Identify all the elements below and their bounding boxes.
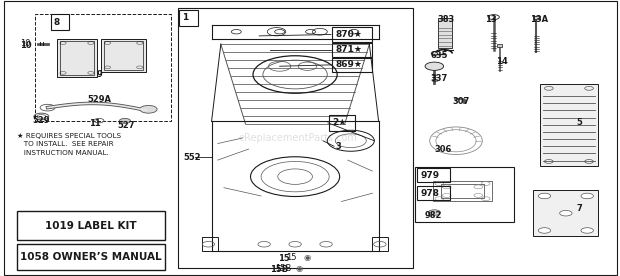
Text: 529A: 529A <box>88 95 112 104</box>
Text: 383: 383 <box>438 15 454 24</box>
Bar <box>17 244 165 270</box>
Bar <box>105 41 143 70</box>
Text: 7: 7 <box>577 204 582 213</box>
Bar <box>17 211 165 240</box>
Text: 5: 5 <box>577 118 583 127</box>
Bar <box>329 115 355 131</box>
Bar <box>433 181 492 201</box>
Bar <box>417 186 450 200</box>
Text: 1058 OWNER’S MANUAL: 1058 OWNER’S MANUAL <box>20 252 162 262</box>
Bar <box>497 44 502 47</box>
Bar <box>177 8 413 268</box>
Text: 15B: 15B <box>270 265 288 274</box>
Text: 871★: 871★ <box>335 45 362 54</box>
Text: 870★: 870★ <box>335 30 362 39</box>
Circle shape <box>119 118 130 123</box>
Text: 527: 527 <box>117 121 135 130</box>
Text: 552: 552 <box>184 153 202 162</box>
Text: 13: 13 <box>485 15 497 24</box>
Text: 2★: 2★ <box>332 118 347 127</box>
Text: 14: 14 <box>496 57 508 66</box>
Text: 635: 635 <box>430 51 448 60</box>
Text: ★ REQUIRES SPECIAL TOOLS
   TO INSTALL.  SEE REPAIR
   INSTRUCTION MANUAL.: ★ REQUIRES SPECIAL TOOLS TO INSTALL. SEE… <box>17 132 121 156</box>
Bar <box>415 167 513 222</box>
Circle shape <box>425 62 444 70</box>
Bar <box>332 27 372 42</box>
Bar <box>441 184 484 198</box>
Circle shape <box>538 228 551 233</box>
Bar <box>179 10 198 26</box>
Bar <box>51 14 69 30</box>
Circle shape <box>560 210 572 216</box>
Text: 15: 15 <box>278 254 290 262</box>
Text: 337: 337 <box>430 74 447 83</box>
Text: 3: 3 <box>335 142 341 151</box>
Text: 306: 306 <box>435 145 452 153</box>
Bar <box>35 14 171 121</box>
Text: 15B: 15B <box>275 264 291 273</box>
Text: ◉: ◉ <box>303 253 311 262</box>
Text: 10: 10 <box>20 41 32 50</box>
Text: ◉: ◉ <box>296 264 303 273</box>
Text: 13A: 13A <box>530 15 549 24</box>
Text: 529: 529 <box>32 116 50 124</box>
Circle shape <box>428 210 441 215</box>
Text: 307: 307 <box>453 97 470 106</box>
Text: 978: 978 <box>420 189 439 198</box>
Bar <box>102 39 146 72</box>
Bar <box>332 58 372 72</box>
Circle shape <box>581 193 593 199</box>
Text: 982: 982 <box>425 211 443 220</box>
Text: 9: 9 <box>97 70 103 79</box>
Bar <box>533 190 598 236</box>
Bar <box>373 237 388 251</box>
Text: 869★: 869★ <box>335 60 362 69</box>
Ellipse shape <box>432 52 438 55</box>
Bar <box>539 84 598 166</box>
Bar <box>332 43 372 57</box>
Bar <box>202 237 218 251</box>
Text: eReplacementParts.com: eReplacementParts.com <box>239 133 358 143</box>
Bar <box>60 41 94 75</box>
Circle shape <box>538 193 551 199</box>
Bar <box>417 168 450 182</box>
Bar <box>438 18 452 48</box>
Text: 8: 8 <box>54 18 60 26</box>
Text: 11: 11 <box>89 119 101 128</box>
Text: 15: 15 <box>286 253 296 262</box>
Text: 979: 979 <box>420 171 439 180</box>
Text: 1: 1 <box>182 14 188 22</box>
Text: 1019 LABEL KIT: 1019 LABEL KIT <box>45 221 136 231</box>
Text: 10: 10 <box>20 39 30 48</box>
Circle shape <box>581 228 593 233</box>
Circle shape <box>140 105 157 113</box>
Bar <box>57 39 97 77</box>
Bar <box>533 16 539 19</box>
